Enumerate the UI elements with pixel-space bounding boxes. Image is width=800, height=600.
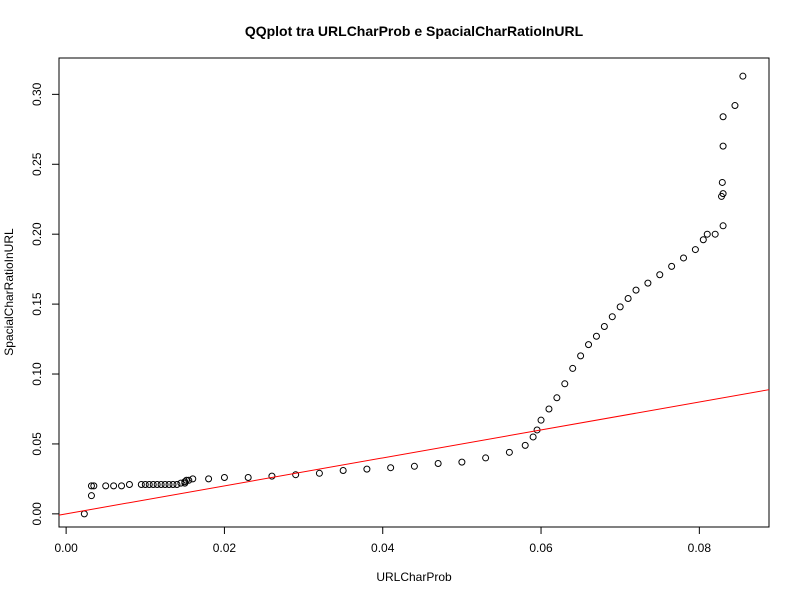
data-point	[87, 492, 95, 500]
data-point	[718, 178, 726, 186]
data-point	[680, 254, 688, 262]
reference-line	[58, 389, 770, 516]
data-point	[268, 472, 276, 480]
data-point	[608, 313, 616, 321]
data-point	[315, 469, 323, 477]
x-tick-label: 0.02	[213, 541, 237, 555]
data-point	[137, 480, 145, 488]
data-point	[363, 465, 371, 473]
data-point	[169, 480, 177, 488]
data-point	[173, 480, 181, 488]
x-tick-label: 0.00	[54, 541, 78, 555]
data-point	[118, 482, 126, 490]
data-point	[719, 113, 727, 121]
y-axis-label: SpacialCharRatioInURL	[2, 228, 16, 356]
data-point	[521, 441, 529, 449]
data-point	[161, 480, 169, 488]
data-point	[600, 322, 608, 330]
data-point	[410, 462, 418, 470]
y-tick-label: 0.05	[30, 432, 44, 456]
plot-frame	[58, 57, 770, 528]
data-point	[719, 190, 727, 198]
data-point	[624, 295, 632, 303]
data-point	[141, 480, 149, 488]
data-point	[553, 394, 561, 402]
data-point	[739, 72, 747, 80]
data-point	[185, 476, 193, 484]
data-point	[80, 510, 88, 518]
data-point	[632, 286, 640, 294]
data-point	[157, 480, 165, 488]
data-point	[387, 464, 395, 472]
data-point	[561, 380, 569, 388]
data-point	[102, 482, 110, 490]
data-point	[149, 480, 157, 488]
data-point	[177, 479, 185, 487]
data-point	[577, 352, 585, 360]
y-tick-label: 0.25	[30, 152, 44, 176]
x-tick-label: 0.08	[688, 541, 712, 555]
y-axis: 0.00 0.05 0.10 0.15 0.20 0.25 0.30	[30, 82, 60, 526]
y-tick-label: 0.00	[30, 502, 44, 526]
data-point	[189, 475, 197, 483]
data-point	[505, 448, 513, 456]
data-points	[80, 72, 747, 518]
x-axis: 0.00 0.02 0.04 0.06 0.08	[54, 526, 712, 555]
data-point	[244, 474, 252, 481]
data-point	[703, 230, 711, 238]
data-point	[482, 454, 490, 462]
y-tick-label: 0.30	[30, 82, 44, 106]
data-point	[691, 246, 699, 254]
data-point	[545, 405, 553, 413]
chart-title: QQplot tra URLCharProb e SpacialCharRati…	[245, 23, 584, 39]
x-axis-label: URLCharProb	[376, 570, 452, 584]
data-point	[711, 230, 719, 238]
data-point	[731, 102, 739, 110]
data-point	[181, 478, 189, 486]
data-point	[90, 482, 98, 490]
data-point	[153, 480, 161, 488]
y-tick-label: 0.20	[30, 222, 44, 246]
data-point	[668, 262, 676, 270]
data-point	[182, 476, 190, 484]
x-tick-label: 0.06	[529, 541, 553, 555]
data-point	[719, 142, 727, 150]
data-point	[537, 416, 545, 424]
data-point	[145, 480, 153, 488]
data-point	[434, 460, 442, 468]
data-point	[110, 482, 118, 490]
data-point	[592, 332, 600, 340]
y-tick-label: 0.10	[30, 362, 44, 386]
data-point	[458, 458, 466, 466]
data-point	[339, 467, 347, 475]
y-tick-label: 0.15	[30, 292, 44, 316]
data-point	[87, 482, 95, 490]
data-point	[292, 471, 300, 479]
data-point	[529, 433, 537, 441]
data-point	[585, 341, 593, 349]
x-tick-label: 0.04	[371, 541, 395, 555]
data-point	[644, 279, 652, 287]
data-point	[699, 236, 707, 244]
data-point	[616, 303, 624, 311]
data-point	[205, 475, 213, 483]
data-point	[719, 222, 727, 230]
data-point	[125, 480, 133, 488]
data-point	[656, 271, 664, 279]
data-point	[569, 364, 577, 372]
data-point	[165, 480, 173, 488]
data-point	[220, 474, 228, 481]
